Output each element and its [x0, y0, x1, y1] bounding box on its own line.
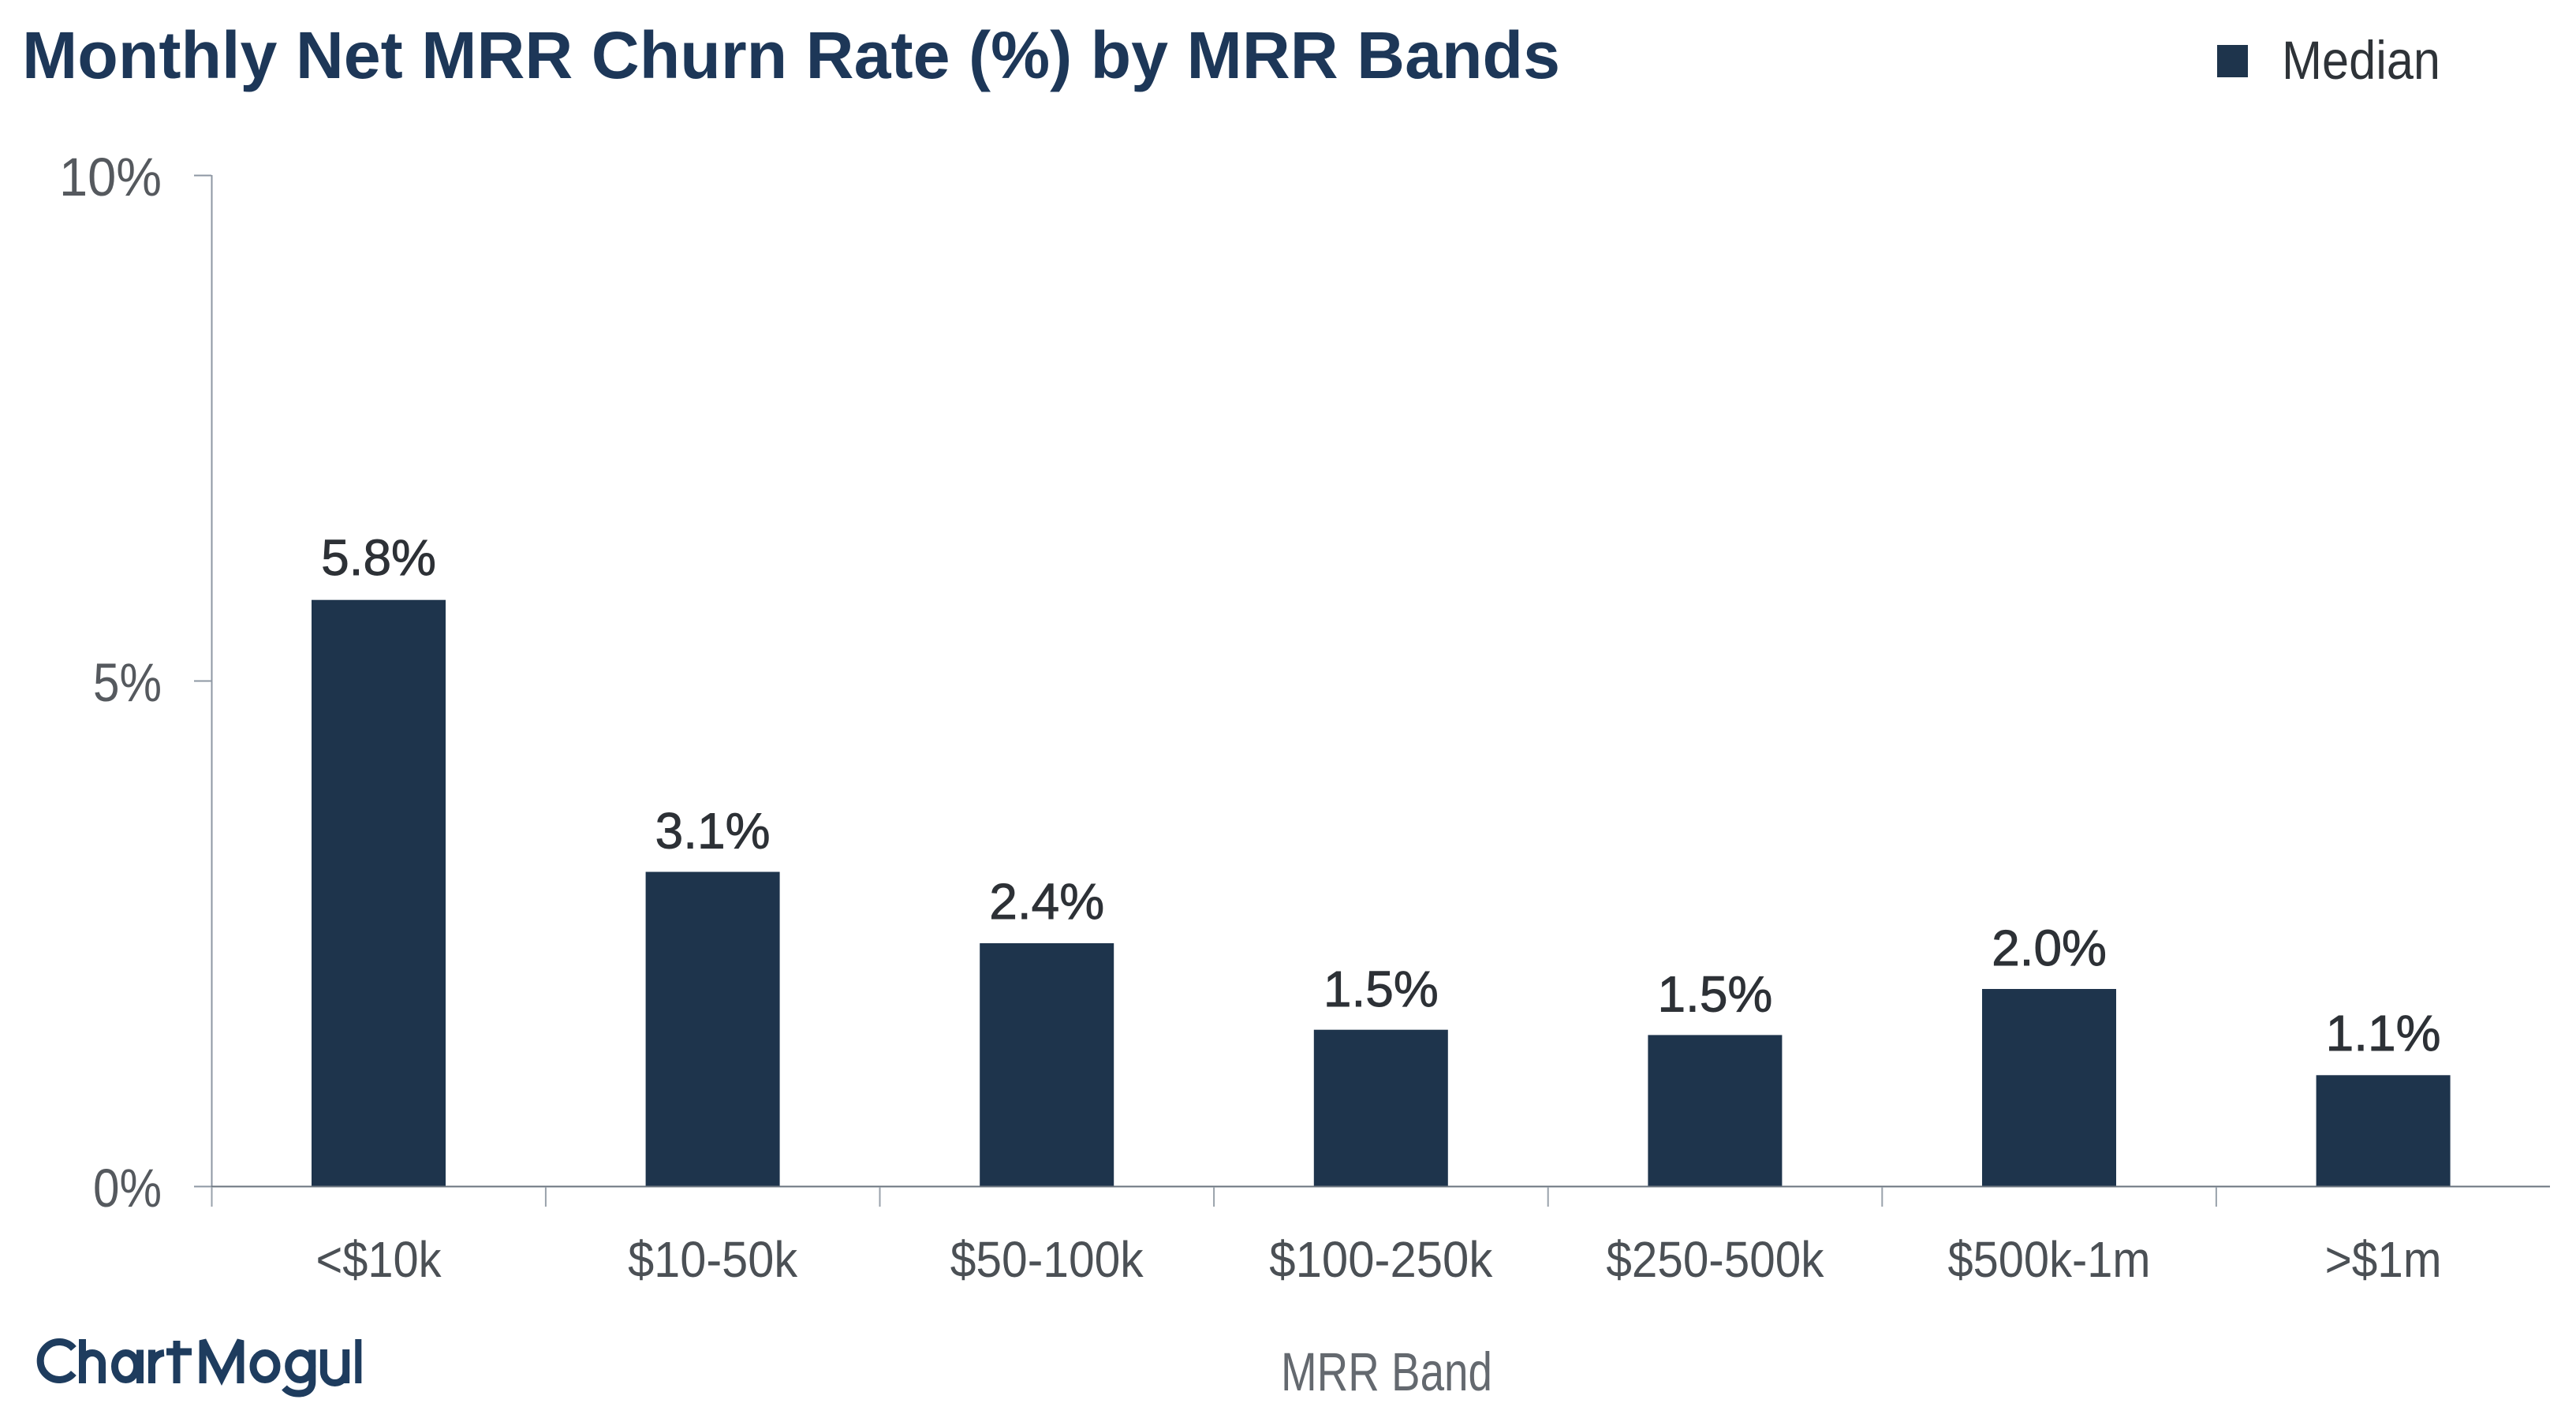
svg-text:Monthly Net MRR Churn Rate (%): Monthly Net MRR Churn Rate (%) by MRR Ba…	[22, 18, 1560, 92]
svg-text:5.8%: 5.8%	[321, 529, 436, 586]
svg-text:MRR Band: MRR Band	[1281, 1342, 1492, 1402]
svg-text:$100-250k: $100-250k	[1269, 1231, 1493, 1288]
svg-text:<$10k: <$10k	[316, 1231, 442, 1288]
svg-text:$10-50k: $10-50k	[628, 1231, 798, 1288]
svg-text:2.4%: 2.4%	[989, 873, 1104, 930]
svg-text:3.1%: 3.1%	[655, 802, 771, 859]
svg-text:$500k-1m: $500k-1m	[1948, 1231, 2151, 1288]
svg-text:5%: 5%	[93, 652, 162, 713]
svg-text:0%: 0%	[93, 1158, 162, 1218]
svg-text:>$1m: >$1m	[2325, 1231, 2442, 1288]
svg-text:2.0%: 2.0%	[1992, 920, 2107, 976]
svg-text:$50-100k: $50-100k	[950, 1231, 1144, 1288]
svg-text:1.5%: 1.5%	[1323, 961, 1439, 1017]
svg-text:1.1%: 1.1%	[2326, 1005, 2441, 1062]
svg-text:1.5%: 1.5%	[1657, 965, 1772, 1022]
svg-text:10%: 10%	[59, 147, 162, 207]
svg-text:Median: Median	[2282, 30, 2440, 91]
svg-text:$250-500k: $250-500k	[1606, 1231, 1824, 1288]
